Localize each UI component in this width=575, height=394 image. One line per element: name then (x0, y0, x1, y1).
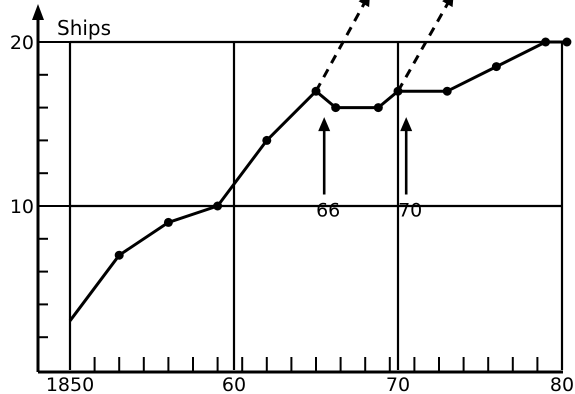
grid (68, 40, 564, 370)
y-tick-label: 10 (10, 196, 34, 218)
data-point (213, 201, 223, 211)
x-tick-label: 60 (222, 374, 246, 394)
annotation-label: 66 (316, 200, 340, 222)
data-point (442, 86, 452, 96)
annotation-arrowhead (318, 117, 331, 132)
projection-arrowhead (442, 0, 454, 8)
y-axis-arrowhead (32, 4, 44, 20)
y-tick-label: 20 (10, 32, 34, 54)
data-point (331, 103, 341, 113)
projection-line (314, 0, 368, 92)
x-tick-label: 80 (550, 374, 574, 394)
projection-arrowhead (358, 0, 370, 8)
series (68, 0, 572, 322)
data-point (562, 37, 572, 47)
projection-line (396, 0, 452, 92)
axis-labels: Ships 1850 60 70 80 10 20 (10, 16, 574, 394)
data-point (163, 217, 173, 227)
axis-ticks (38, 41, 539, 372)
x-tick-label: 70 (386, 374, 410, 394)
annotation-arrowhead (400, 117, 413, 132)
axes (32, 4, 563, 374)
annotation-label: 70 (398, 200, 422, 222)
data-point (373, 103, 383, 113)
data-point (541, 37, 551, 47)
x-tick-label: 1850 (46, 374, 94, 394)
y-axis-title: Ships (57, 16, 111, 40)
data-point (114, 250, 124, 260)
data-point (491, 62, 501, 72)
annotations: 66 70 (316, 117, 422, 222)
data-point (262, 135, 272, 145)
